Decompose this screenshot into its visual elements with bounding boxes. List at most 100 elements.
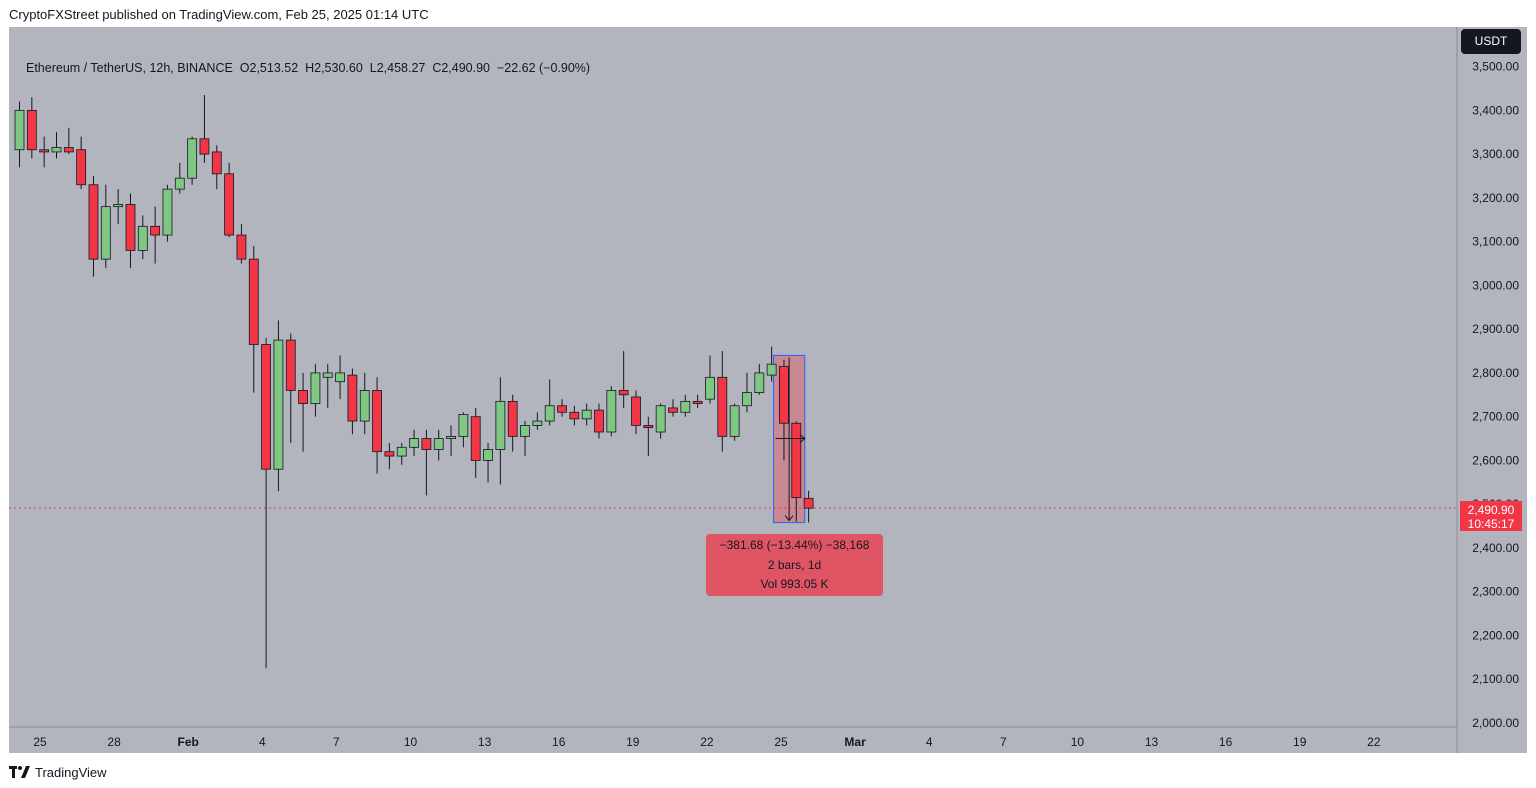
x-tick-label: 13 <box>1145 735 1159 749</box>
candle-body <box>717 376 728 437</box>
x-tick-label: Mar <box>844 735 866 749</box>
candle-body <box>766 363 777 376</box>
candle-body <box>224 173 235 236</box>
x-tick-label: 19 <box>626 735 640 749</box>
candle-body <box>285 339 296 391</box>
candle-body <box>470 416 481 461</box>
chart-area[interactable]: 2,000.00 2,100.00 2,200.00 2,300.00 2,400.00… <box>9 27 1527 753</box>
y-tick-label: 2,100.00 <box>1472 672 1519 686</box>
publish-header: CryptoFXStreet published on TradingView.… <box>0 0 1536 27</box>
candle-body <box>495 400 506 450</box>
candle-body <box>742 392 752 407</box>
x-tick-label: 4 <box>926 735 933 749</box>
x-tick-label: 10 <box>1071 735 1085 749</box>
candle-body <box>421 438 432 450</box>
change-value: −22.62 (−0.90%) <box>496 61 591 75</box>
candle-body <box>26 109 37 151</box>
candle-body <box>384 451 395 457</box>
x-tick-label: 4 <box>259 735 266 749</box>
symbol-legend: Ethereum / TetherUS, 12h, BINANCE O2,513… <box>26 61 590 75</box>
candle-body <box>137 225 148 251</box>
candle-body <box>544 405 555 422</box>
y-tick-label: 2,200.00 <box>1472 628 1519 642</box>
candle-body <box>581 409 592 420</box>
candle-body <box>335 372 345 383</box>
y-tick-label: 3,300.00 <box>1472 147 1519 161</box>
y-tick-label: 2,000.00 <box>1472 716 1519 730</box>
candle-body <box>113 204 124 208</box>
x-tick-label: 28 <box>107 735 121 749</box>
candle-body <box>729 405 740 437</box>
candle-body <box>125 204 136 251</box>
candle-body <box>458 414 469 437</box>
candle-body <box>754 372 765 394</box>
candle-body <box>199 138 210 155</box>
high-value: H2,530.60 <box>305 61 363 75</box>
candle-body <box>76 149 87 186</box>
tradingview-logo-icon <box>9 766 30 778</box>
candle-body <box>643 425 654 429</box>
candle-body <box>631 396 641 426</box>
last-price: 2,490.90 <box>1467 503 1515 517</box>
candle-body <box>174 177 185 190</box>
candle-body <box>532 420 543 426</box>
measure-tooltip: −381.68 (−13.44%) −38,168 2 bars, 1d Vol… <box>706 534 883 596</box>
candle-body <box>261 344 272 470</box>
y-tick-label: 3,500.00 <box>1472 60 1519 74</box>
candle-body <box>668 407 678 413</box>
candle-body <box>150 225 161 236</box>
measure-vertical-arrow <box>784 357 794 522</box>
y-tick-label: 2,600.00 <box>1472 453 1519 467</box>
y-tick-label: 3,100.00 <box>1472 235 1519 249</box>
candle-body <box>680 400 691 413</box>
currency-button[interactable]: USDT <box>1461 29 1521 54</box>
x-tick-label: 16 <box>1219 735 1233 749</box>
y-tick-label: 3,400.00 <box>1472 103 1519 117</box>
published-text: CryptoFXStreet published on TradingView.… <box>9 7 429 22</box>
candle-body <box>51 147 62 153</box>
low-value: L2,458.27 <box>369 61 426 75</box>
candle-body <box>433 438 444 450</box>
y-tick-label: 2,700.00 <box>1472 410 1519 424</box>
y-tick-label: 3,200.00 <box>1472 191 1519 205</box>
candle-body <box>791 422 802 499</box>
candle-body <box>618 390 629 396</box>
x-tick-label: 10 <box>404 735 418 749</box>
footer-brand: TradingView <box>35 764 107 780</box>
x-tick-label: 7 <box>333 735 340 749</box>
candle-body <box>569 411 580 420</box>
x-tick-label: 22 <box>1367 735 1381 749</box>
x-tick-label: 7 <box>1000 735 1007 749</box>
candle-body <box>322 372 333 378</box>
candle-body <box>88 184 99 260</box>
x-tick-label: 25 <box>33 735 47 749</box>
candle-body <box>446 435 456 439</box>
measure-horizontal-arrow <box>775 434 806 443</box>
candle-body <box>507 400 518 437</box>
candle-body <box>483 449 493 461</box>
x-tick-label: 13 <box>478 735 492 749</box>
candle-body <box>705 376 715 400</box>
y-tick-label: 2,900.00 <box>1472 322 1519 336</box>
candle-body <box>520 425 530 437</box>
x-tick-label: 25 <box>774 735 788 749</box>
symbol-info: Ethereum / TetherUS, 12h, BINANCE <box>26 61 233 75</box>
candle-body <box>396 446 407 457</box>
y-tick-label: 2,400.00 <box>1472 541 1519 555</box>
x-tick-label: 16 <box>552 735 566 749</box>
candle-body <box>63 147 74 153</box>
candle-body <box>310 372 321 404</box>
y-tick-label: 3,000.00 <box>1472 278 1519 292</box>
open-value: O2,513.52 <box>239 61 299 75</box>
candle-body <box>347 374 358 422</box>
candle-body <box>779 365 789 424</box>
x-tick-label: Feb <box>178 735 199 749</box>
last-price-label: 2,490.90 10:45:17 <box>1460 501 1522 531</box>
candle-body <box>372 390 382 453</box>
candle-body <box>187 138 198 179</box>
candle-body <box>211 151 222 175</box>
candle-body <box>298 390 308 404</box>
close-value: C2,490.90 <box>432 61 490 75</box>
candlestick-chart[interactable]: 2,000.00 2,100.00 2,200.00 2,300.00 2,400.00… <box>9 27 1527 753</box>
candle-body <box>273 339 284 470</box>
